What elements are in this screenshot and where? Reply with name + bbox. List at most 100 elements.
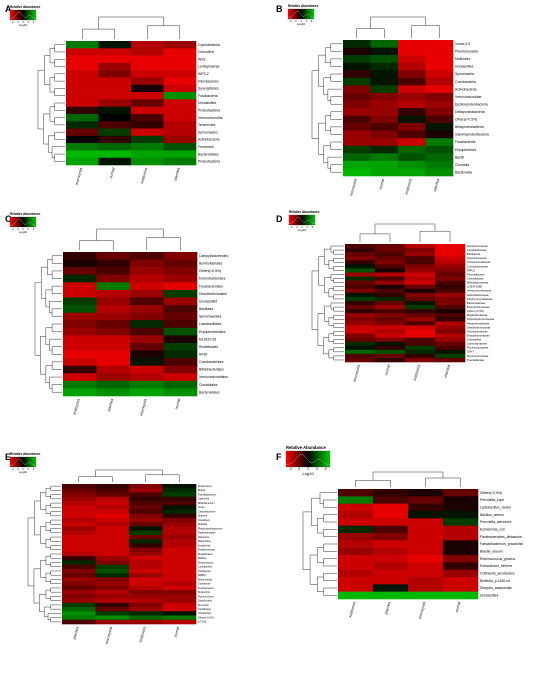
row-label: Coriobacteriaceae <box>467 264 489 268</box>
heatmap-cell <box>343 92 371 101</box>
column-dendrogram <box>82 16 180 39</box>
heatmap-cell <box>435 292 466 298</box>
row-label: Bacteroides <box>198 540 211 543</box>
row-label: Others(<0.5%) <box>198 616 214 619</box>
heatmap-cell <box>343 70 371 79</box>
column-dendrogram <box>355 471 461 487</box>
heatmap-cell <box>62 539 96 544</box>
column-label: Antibiotics <box>348 601 356 618</box>
heatmap-cell <box>425 77 454 86</box>
heatmap-cell <box>375 317 406 322</box>
row-label: Blautia <box>198 489 206 492</box>
column-label: Antibiotics <box>405 178 413 195</box>
heatmap-cell <box>62 619 96 625</box>
row-dendrogram <box>302 492 337 596</box>
heatmap-cell <box>131 92 164 100</box>
heatmap-cell <box>129 484 163 489</box>
heatmap-cell <box>345 305 376 310</box>
heatmap-cell <box>129 526 163 531</box>
heatmap-cell <box>62 560 96 565</box>
heatmap-cell <box>345 353 376 359</box>
legend-gradient <box>287 8 315 20</box>
heatmap-cell <box>63 373 97 382</box>
legend-density-curve <box>287 10 315 18</box>
row-label: Burkholderiales <box>199 262 223 266</box>
row-label: Spirochaetia <box>455 72 474 76</box>
heatmap-cell <box>343 130 371 139</box>
row-label: Bacteroidales <box>199 390 220 394</box>
heatmap-cell <box>66 48 99 56</box>
heatmap-cell <box>405 284 436 290</box>
column-label: microcystis <box>353 364 362 382</box>
heatmap-cell <box>62 615 96 621</box>
heatmap-cell <box>425 145 454 154</box>
row-label: Sharpea <box>198 515 208 518</box>
heatmap-cell <box>63 342 97 351</box>
heatmap-cell <box>405 317 436 322</box>
row-label: Roseburia <box>198 536 210 539</box>
heatmap-cell <box>370 70 399 79</box>
heatmap-cell <box>163 48 197 56</box>
heatmap-cell <box>95 607 130 612</box>
heatmap-cell <box>96 312 131 321</box>
heatmap-cell <box>398 55 426 63</box>
heatmap-cell <box>129 547 163 553</box>
heatmap-cell <box>96 289 131 298</box>
row-label: Ruminococcaceae <box>467 354 489 358</box>
heatmap-cell <box>163 358 198 366</box>
heatmap-cell <box>162 500 197 506</box>
legend-title: Relative Abundance <box>289 210 320 214</box>
heatmap-cell <box>129 564 163 570</box>
heatmap-cell <box>408 591 444 600</box>
heatmap-cell <box>95 581 130 587</box>
heatmap-cell <box>398 70 426 79</box>
heatmap-cell <box>98 157 132 166</box>
heatmap-cell <box>435 309 466 314</box>
row-label: Clostridiaceae <box>467 277 484 281</box>
heatmap-cell <box>343 55 371 63</box>
heatmap-cell <box>98 128 132 137</box>
legend-tick: 0 <box>17 21 19 24</box>
heatmap-cell <box>343 77 371 86</box>
row-dendrogram <box>27 485 61 623</box>
heatmap-cell <box>443 555 479 563</box>
column-label: diarrhea <box>433 178 440 192</box>
heatmap-cell <box>375 321 406 326</box>
heatmap-cell <box>370 92 399 101</box>
heatmap-cell <box>343 138 371 147</box>
heatmap-cell <box>66 150 99 158</box>
legend-tick: -2 <box>291 226 294 229</box>
heatmap-cell <box>435 248 466 253</box>
heatmap-cell <box>129 615 163 621</box>
heatmap-cell <box>375 305 406 310</box>
legend-scale-label: Log10 <box>19 230 28 234</box>
legend-tick: 4 <box>28 468 30 471</box>
heatmap-cell <box>425 138 454 147</box>
heatmap-cell <box>163 327 198 336</box>
row-label: Verrucomicrobiae <box>455 95 481 99</box>
heatmap-cell <box>343 47 371 56</box>
heatmap-cell <box>95 547 130 553</box>
heatmap-cell <box>408 503 444 512</box>
heatmap-cell <box>129 492 163 498</box>
heatmap-cell <box>62 496 96 502</box>
heatmap-cell <box>95 526 130 531</box>
row-dendrogram <box>34 255 62 393</box>
heatmap-cell <box>343 108 371 116</box>
legend-tick: 2 <box>307 467 309 471</box>
heatmap-cell <box>405 325 436 330</box>
row-label: Proteobacteria <box>198 108 220 112</box>
heatmap-cell <box>63 365 97 374</box>
heatmap-cell <box>129 598 163 604</box>
heatmap-cell <box>163 84 197 93</box>
heatmap-cell <box>343 115 371 124</box>
heatmap-cell <box>375 272 406 277</box>
heatmap-cell <box>98 99 132 107</box>
heatmap-cell <box>95 577 130 582</box>
heatmap-cell <box>375 353 406 359</box>
heatmap-cell <box>163 77 197 86</box>
column-labels: Antibiotics diarrhea microcystis normal <box>73 398 182 416</box>
heatmap-cell <box>66 70 99 78</box>
row-label: SMB53 <box>198 574 207 577</box>
heatmap-cell <box>375 296 406 302</box>
